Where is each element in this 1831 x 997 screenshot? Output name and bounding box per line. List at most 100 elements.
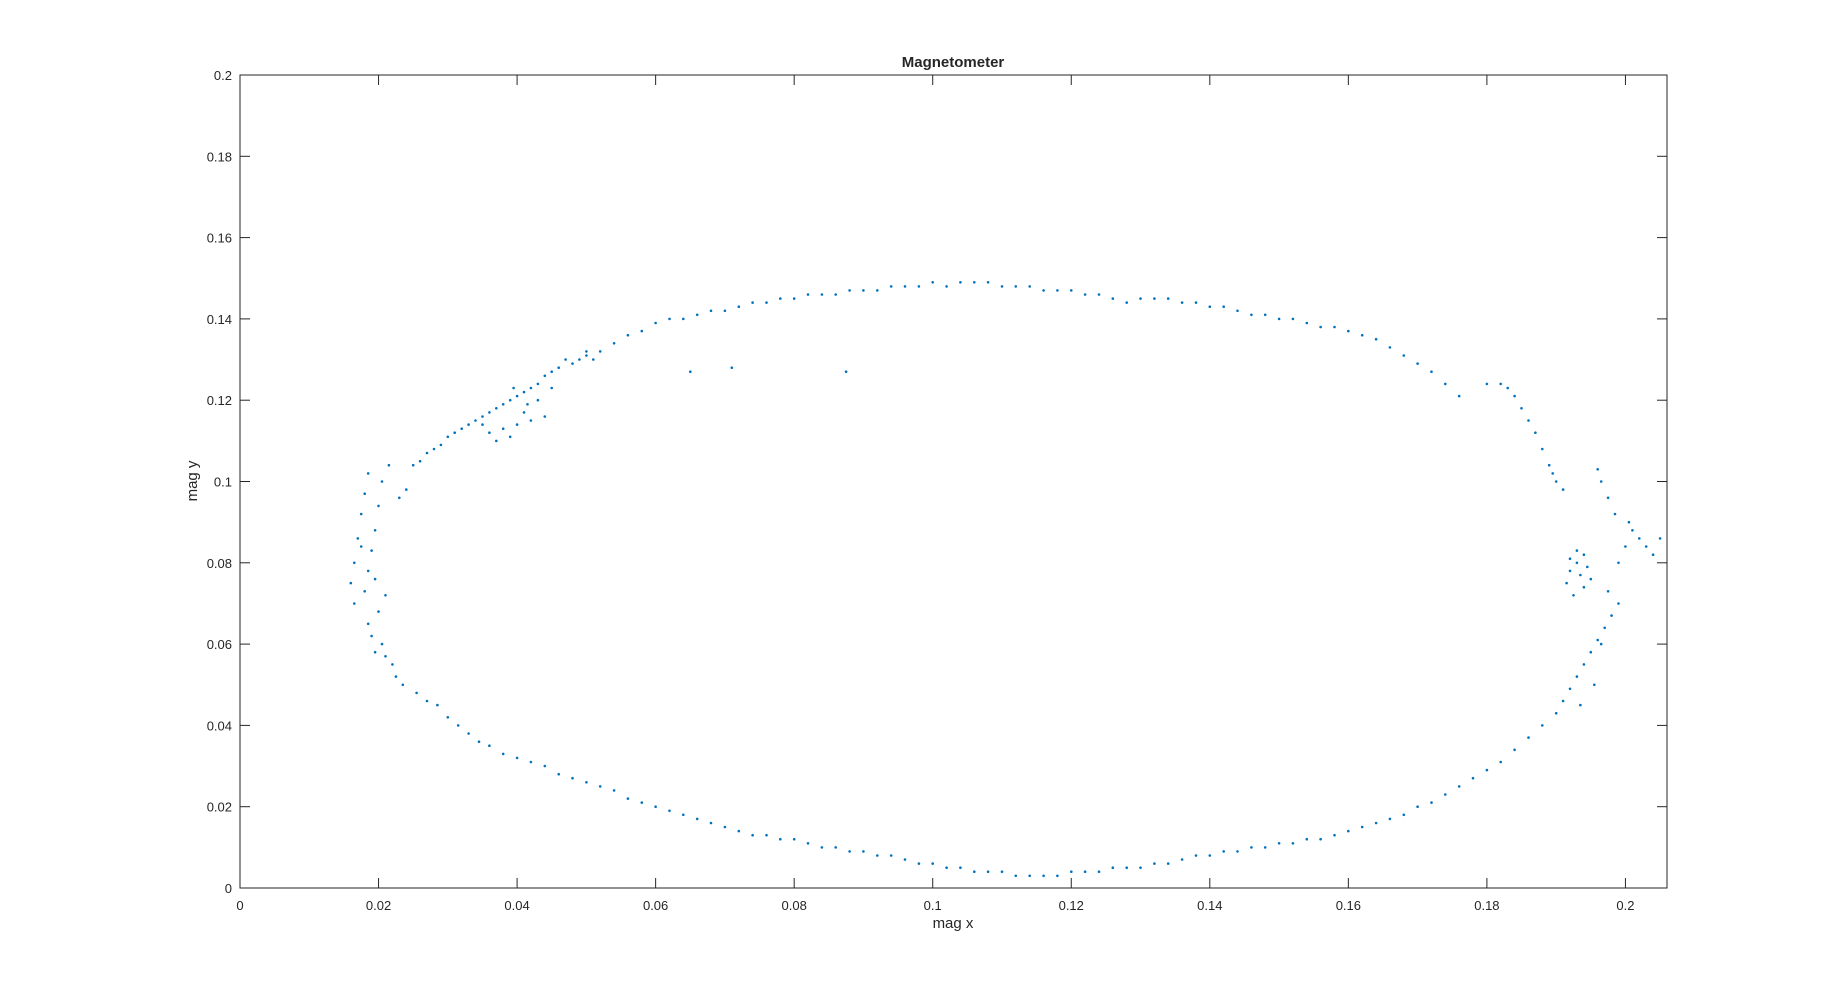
data-point <box>592 358 595 361</box>
data-point <box>384 655 387 658</box>
data-point <box>1506 386 1509 390</box>
x-tick-label: 0.08 <box>782 898 807 913</box>
data-point <box>1513 394 1516 398</box>
data-point <box>598 785 602 788</box>
data-point <box>550 370 553 374</box>
data-point <box>1305 321 1309 325</box>
data-point <box>446 716 450 719</box>
data-point <box>405 488 408 491</box>
data-point <box>1527 419 1530 422</box>
data-point <box>959 281 962 284</box>
y-tick-label: 0.08 <box>207 556 232 571</box>
data-point <box>1194 854 1198 857</box>
data-point <box>1579 573 1582 577</box>
data-point <box>536 382 540 386</box>
data-point <box>529 760 533 764</box>
data-point <box>1291 317 1295 321</box>
data-point <box>751 301 754 304</box>
data-point <box>1606 590 1610 593</box>
data-point <box>848 289 851 292</box>
data-point <box>1097 293 1101 296</box>
data-point <box>370 549 373 552</box>
data-point <box>418 459 422 463</box>
data-point <box>488 431 491 435</box>
data-point <box>1596 468 1599 471</box>
data-point <box>1534 431 1537 435</box>
data-point <box>1575 549 1579 552</box>
data-point <box>1222 850 1225 853</box>
data-point <box>1606 496 1610 500</box>
y-tick-label: 0.2 <box>214 68 232 83</box>
data-point <box>1513 748 1516 752</box>
data-point <box>1430 370 1433 374</box>
data-point <box>529 386 533 390</box>
data-point <box>626 797 630 800</box>
data-point <box>945 285 948 288</box>
data-point <box>862 850 865 853</box>
data-point <box>1599 642 1603 646</box>
data-point <box>1097 870 1101 873</box>
data-point <box>1208 854 1212 857</box>
data-point <box>598 350 602 353</box>
y-tick-label: 0.06 <box>207 637 232 652</box>
data-point <box>1599 480 1603 483</box>
data-point <box>1070 870 1073 873</box>
data-point <box>792 297 796 300</box>
data-point <box>1565 581 1568 585</box>
data-point <box>380 642 384 646</box>
data-point <box>806 842 810 845</box>
data-point <box>1471 776 1475 780</box>
data-point <box>654 321 657 325</box>
data-point <box>689 370 692 374</box>
data-point <box>1589 577 1593 581</box>
data-point <box>1263 846 1267 849</box>
data-point <box>495 407 498 410</box>
data-point <box>1402 813 1406 817</box>
data-point <box>1042 289 1045 292</box>
data-point <box>515 756 519 760</box>
data-point <box>1551 472 1554 475</box>
data-point <box>1561 488 1565 491</box>
data-point <box>1180 858 1184 861</box>
data-point <box>931 862 934 865</box>
data-point <box>931 281 934 284</box>
data-point <box>1644 545 1648 548</box>
data-point <box>1547 463 1551 467</box>
data-point <box>474 419 477 422</box>
data-point <box>986 281 990 284</box>
x-tick-label: 0.06 <box>643 898 668 913</box>
data-point <box>515 423 519 426</box>
data-point <box>564 358 567 361</box>
y-tick-label: 0.12 <box>207 393 232 408</box>
data-point <box>377 504 380 508</box>
data-point <box>1236 309 1239 313</box>
data-point <box>415 691 418 695</box>
data-point <box>363 492 367 496</box>
data-point <box>501 403 505 406</box>
y-tick-label: 0.14 <box>207 312 232 327</box>
data-point <box>526 403 529 406</box>
data-point <box>398 496 401 500</box>
y-tick-label: 0.04 <box>207 718 232 733</box>
data-point <box>848 850 851 853</box>
data-point <box>1125 301 1128 304</box>
data-point <box>1617 561 1620 565</box>
data-point <box>1222 305 1225 309</box>
data-point <box>1236 850 1239 853</box>
data-point <box>612 342 616 345</box>
data-point <box>1485 382 1489 386</box>
data-point <box>723 309 727 313</box>
data-point <box>1541 724 1544 727</box>
data-point <box>1485 768 1489 772</box>
data-point <box>1617 602 1620 605</box>
data-point <box>394 675 398 678</box>
data-point <box>373 650 377 654</box>
data-point <box>640 329 644 333</box>
data-point <box>1347 329 1350 333</box>
data-point <box>1568 687 1572 691</box>
data-point <box>366 622 370 626</box>
data-point <box>1593 683 1596 687</box>
data-point <box>1291 842 1295 845</box>
data-point <box>436 703 439 707</box>
data-point <box>806 293 810 296</box>
